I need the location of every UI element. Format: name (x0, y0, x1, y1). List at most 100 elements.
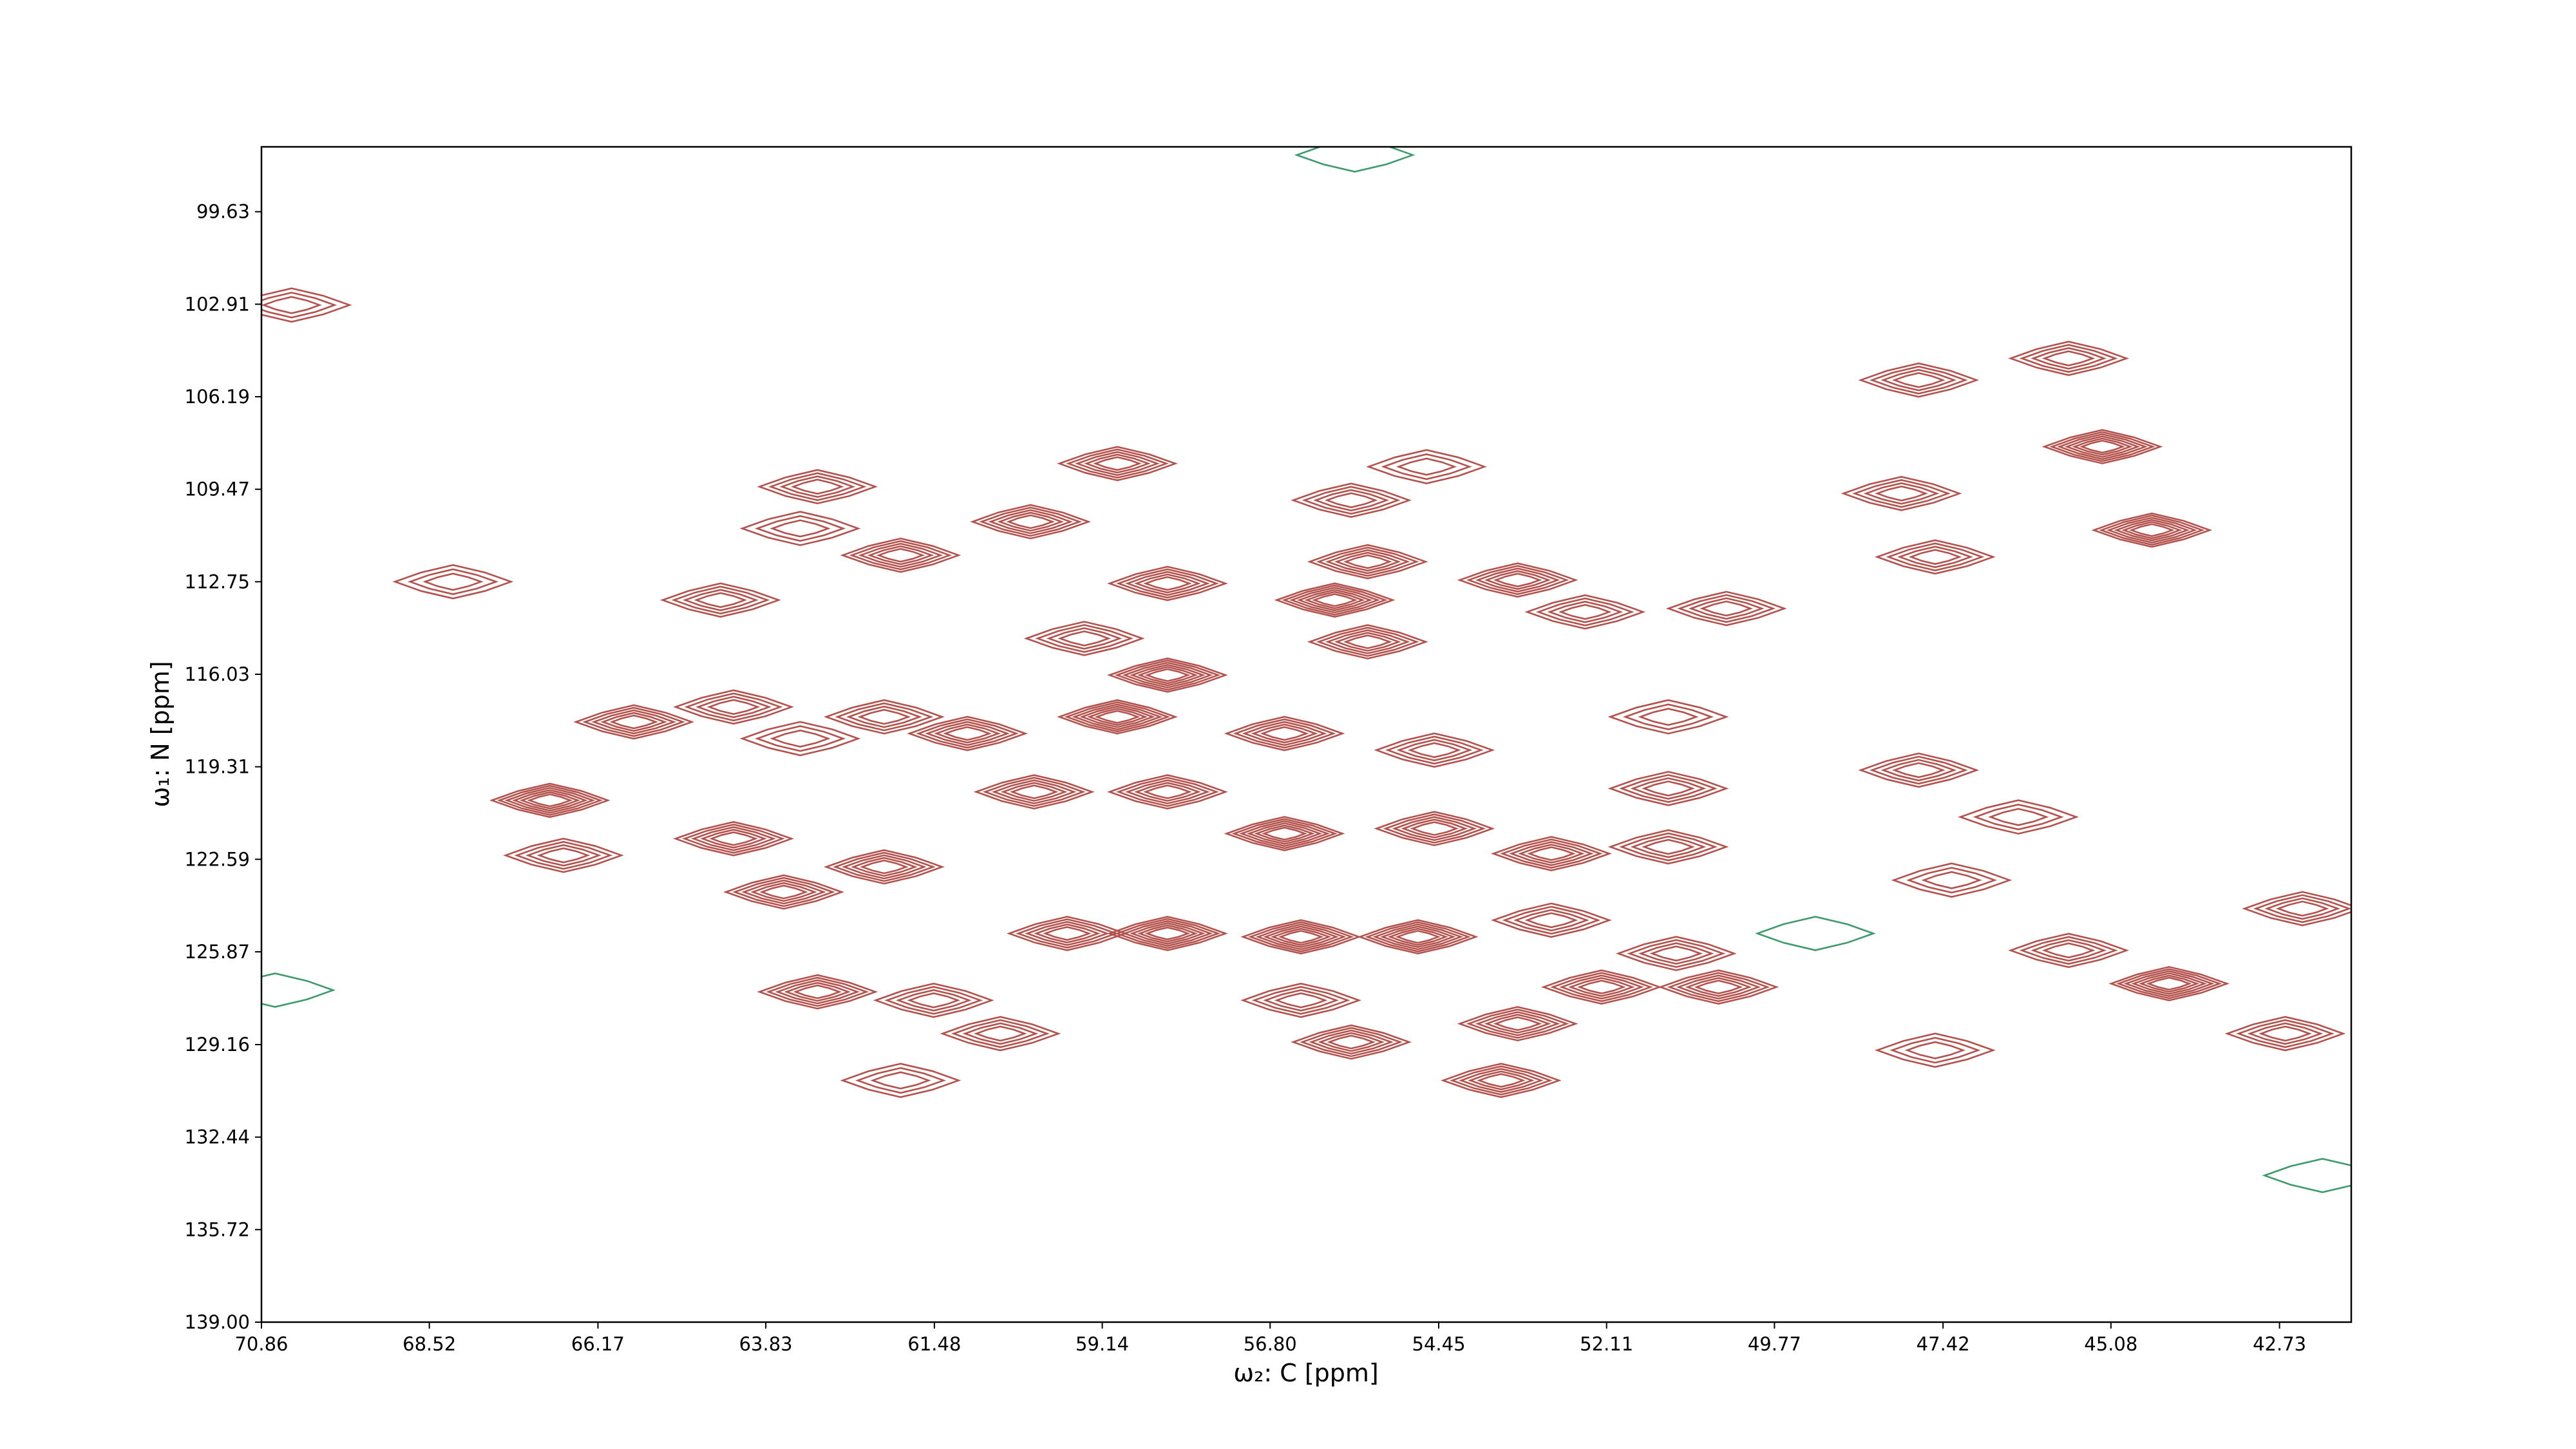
contour-ring (766, 976, 869, 1007)
contour-ring (2259, 1025, 2312, 1042)
contour-ring (1057, 630, 1112, 647)
contour-ring (1137, 666, 1198, 685)
contour-ring (1224, 816, 1345, 851)
contour-ring (683, 589, 759, 612)
contour-ring (527, 793, 573, 808)
contour-ring (775, 979, 860, 1005)
contour-ring (582, 706, 686, 737)
contour-ring (895, 989, 972, 1012)
contour-ring (1889, 1037, 1981, 1064)
contour-ring (609, 714, 659, 730)
y-tick-label: 135.72 (185, 1218, 250, 1240)
contour-ring (1527, 846, 1576, 861)
contour-ring (1891, 372, 1946, 388)
contour-ring (1137, 924, 1198, 943)
contour-ring (1311, 593, 1358, 607)
contour-ring (1224, 715, 1345, 752)
contour-ring (1638, 708, 1699, 726)
y-tick-label: 129.16 (185, 1034, 250, 1056)
contour-ring (793, 984, 842, 999)
contour-ring (1466, 1009, 1569, 1039)
contour-ring (1116, 568, 1219, 599)
contour-ring (1007, 916, 1128, 951)
contour-ring (1649, 945, 1703, 961)
contour-ring (1025, 921, 1110, 946)
contour-ring (855, 1066, 947, 1094)
contour-ring (1240, 982, 1361, 1018)
contour-ring (1642, 781, 1695, 797)
contour-ring (1125, 779, 1210, 804)
contour-ring (1381, 453, 1472, 480)
contour-ring (876, 547, 925, 563)
y-tick-label: 122.59 (185, 848, 250, 870)
contour-ring (1880, 759, 1957, 782)
contour-ring (1410, 821, 1459, 836)
contour-ring (1891, 762, 1946, 779)
contour-ring (1638, 942, 1714, 965)
contour-ring (907, 715, 1028, 752)
contour-ring (1309, 1029, 1394, 1055)
contour-ring (1401, 819, 1468, 838)
contour-ring (1246, 822, 1323, 845)
contour-ring (1372, 923, 1464, 951)
contour-ring (997, 511, 1065, 532)
contour-ring (1240, 919, 1361, 955)
contour-ring (1254, 824, 1315, 843)
contour-ring (1858, 362, 1980, 398)
contour-ring (1093, 456, 1142, 471)
contour-ring (694, 592, 748, 609)
contour-ring (1518, 844, 1585, 864)
contour-ring (1841, 475, 1962, 511)
contour-ring (1958, 799, 2079, 835)
contour-ring (1379, 925, 1456, 949)
contour-ring (1619, 774, 1718, 803)
contour-ring (1291, 482, 1412, 518)
contour-ring (2019, 936, 2118, 965)
x-tick-label: 59.14 (1075, 1333, 1129, 1355)
contour-ring (1239, 820, 1331, 848)
contour-ring (2116, 968, 2222, 999)
contour-ring (858, 542, 943, 568)
contour-ring (1282, 584, 1388, 616)
contour-ring (1107, 657, 1228, 693)
x-tick-label: 61.48 (907, 1333, 961, 1355)
contour-ring (1066, 448, 1169, 479)
contour-ring (934, 723, 1001, 744)
contour-ring (755, 515, 846, 542)
contour-ring (1000, 782, 1068, 802)
contour-ring (1897, 545, 1973, 569)
contour-ring (1094, 710, 1141, 724)
contour-ring (2106, 516, 2197, 544)
contour-ring (867, 545, 934, 565)
contour-ring (1694, 980, 1743, 995)
contour-ring (1122, 920, 1213, 947)
contour-ring (1144, 668, 1191, 682)
contour-ring (1468, 1070, 1535, 1091)
x-tick-label: 70.86 (234, 1333, 288, 1355)
contour-ring (1334, 632, 1401, 652)
contour-ring (1343, 634, 1392, 649)
contour-ring (1547, 600, 1624, 623)
contour-ring (1116, 777, 1219, 807)
y-axis-label: ω₁: N [ppm] (146, 661, 175, 807)
contour-ring (1559, 974, 1644, 1000)
contour-ring (1278, 930, 1324, 944)
contour-ring (1274, 582, 1396, 618)
contour-ring (940, 1016, 1061, 1052)
contour-ring (700, 828, 767, 849)
contour-ring (1233, 718, 1336, 749)
contour-ring (2121, 521, 2183, 540)
contour-ring (1034, 923, 1101, 943)
contour-ring (1086, 708, 1148, 726)
contour-ring (1891, 862, 2012, 898)
contour-ring (1313, 489, 1389, 512)
contour-ring (1987, 808, 2049, 826)
contour-ring (2064, 435, 2141, 458)
contour-ring (1622, 703, 1714, 730)
contour-ring (1270, 927, 1332, 946)
contour-ring (1509, 841, 1594, 866)
contour-ring (422, 573, 484, 591)
contour-ring (591, 709, 677, 735)
contour-ring (1700, 600, 1754, 617)
contour-ring (779, 475, 856, 498)
